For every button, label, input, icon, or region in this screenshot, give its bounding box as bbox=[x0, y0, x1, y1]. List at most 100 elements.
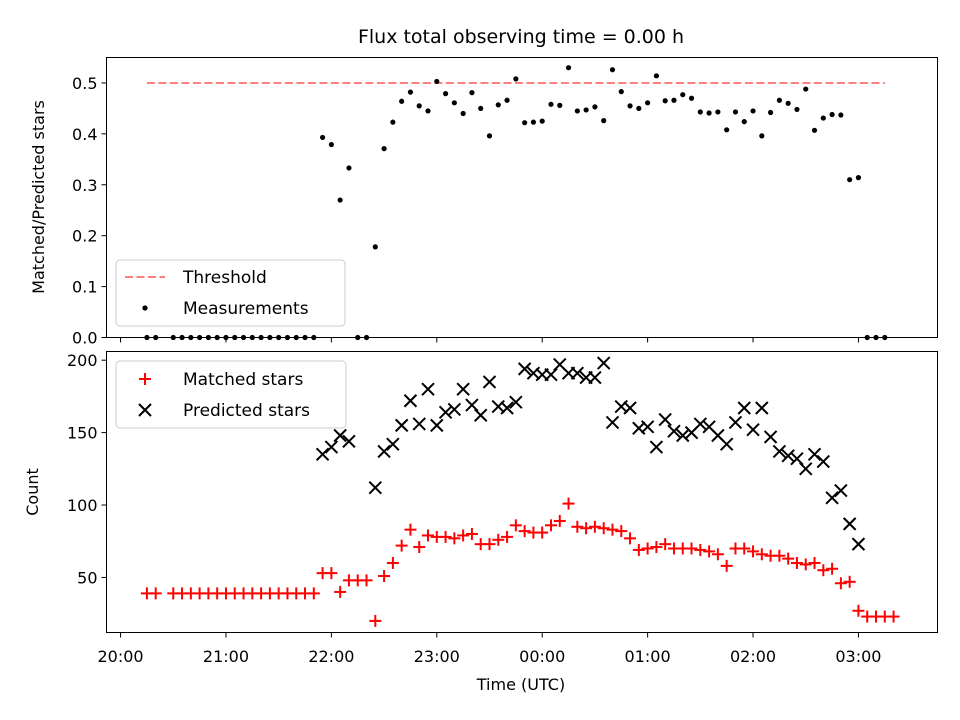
measurement-point bbox=[486, 133, 493, 139]
bottom-y-tick-label: 150 bbox=[67, 424, 98, 443]
measurement-point bbox=[548, 101, 554, 107]
top-axes: 0.0 0.1 0.2 0.3 0.4 0.5 Matched/Predicted sta… bbox=[29, 57, 938, 348]
predicted-star-point bbox=[746, 423, 760, 437]
predicted-star-point bbox=[430, 418, 444, 433]
matched-star-point bbox=[790, 556, 803, 569]
measurement-point bbox=[697, 109, 703, 115]
predicted-star-point bbox=[412, 417, 426, 431]
matched-star-point bbox=[659, 538, 672, 551]
matched-star-point bbox=[773, 549, 786, 562]
matched-star-point bbox=[852, 604, 865, 617]
bottom-x-axis-label: Time (UTC) bbox=[476, 675, 565, 694]
top-legend[interactable]: Threshold Measurements bbox=[115, 259, 346, 327]
matched-star-point bbox=[597, 522, 610, 535]
bottom-y-tick-label: 200 bbox=[67, 351, 98, 370]
bottom-x-tick-label: 20:00 bbox=[98, 647, 144, 666]
predicted-star-point bbox=[623, 401, 637, 415]
top-y-ticks: 0.0 0.1 0.2 0.3 0.4 0.5 bbox=[72, 74, 107, 348]
legend-matched-label: Matched stars bbox=[183, 370, 303, 390]
predicted-star-point bbox=[368, 480, 383, 495]
legend-measurements-label: Measurements bbox=[183, 299, 309, 319]
legend-matched-swatch bbox=[139, 373, 151, 385]
predicted-star-point bbox=[676, 428, 690, 443]
predicted-star-point bbox=[421, 382, 435, 396]
measurement-point bbox=[565, 65, 572, 71]
matched-star-point bbox=[782, 552, 795, 565]
bottom-legend[interactable]: Matched stars Predicted stars bbox=[115, 360, 347, 429]
matched-star-point bbox=[694, 543, 707, 556]
measurement-point bbox=[425, 108, 431, 114]
matched-star-point bbox=[641, 542, 654, 555]
measurement-point bbox=[645, 100, 651, 106]
matched-star-point bbox=[325, 567, 338, 580]
bottom-x-tick-label: 22:00 bbox=[308, 647, 354, 666]
matched-star-point bbox=[149, 587, 162, 600]
matched-star-point bbox=[834, 577, 847, 590]
predicted-star-point bbox=[772, 444, 787, 459]
measurement-point bbox=[478, 105, 484, 112]
predicted-star-point bbox=[315, 447, 330, 462]
bottom-x-tick-label: 01:00 bbox=[625, 647, 671, 666]
measurement-point bbox=[592, 104, 598, 110]
legend-threshold-label: Threshold bbox=[182, 268, 267, 288]
top-y-tick-label: 0.5 bbox=[72, 74, 97, 93]
matched-star-point bbox=[501, 530, 514, 543]
predicted-star-point bbox=[605, 415, 620, 430]
matched-star-point bbox=[606, 523, 619, 536]
predicted-star-point bbox=[834, 483, 848, 498]
measurement-point bbox=[583, 107, 589, 113]
predicted-star-point bbox=[658, 412, 672, 427]
matched-star-point bbox=[448, 532, 461, 545]
measurement-point bbox=[741, 119, 747, 125]
top-y-tick-label: 0.4 bbox=[72, 125, 97, 144]
matched-star-point bbox=[395, 539, 408, 552]
measurement-point bbox=[495, 102, 501, 108]
predicted-star-point bbox=[596, 356, 611, 370]
predicted-star-point bbox=[386, 437, 400, 451]
measurement-point bbox=[785, 100, 791, 106]
matched-star-point bbox=[509, 519, 522, 532]
matched-star-point bbox=[422, 529, 435, 542]
measurement-point bbox=[407, 89, 414, 95]
matched-star-point bbox=[571, 520, 584, 533]
matched-star-point bbox=[369, 614, 382, 627]
predicted-star-point bbox=[640, 420, 655, 434]
measurement-point bbox=[530, 119, 537, 125]
measurement-point bbox=[346, 165, 352, 171]
bottom-plot-area bbox=[140, 356, 900, 627]
matched-star-point bbox=[553, 514, 566, 527]
matched-star-point bbox=[544, 519, 557, 532]
matched-star-point bbox=[580, 522, 593, 535]
predicted-star-point bbox=[728, 415, 743, 430]
measurement-point bbox=[372, 244, 378, 250]
matched-star-point bbox=[624, 532, 637, 545]
matched-star-point bbox=[536, 526, 549, 539]
measurement-point bbox=[688, 95, 695, 101]
measurement-point bbox=[442, 91, 449, 97]
predicted-star-point bbox=[333, 428, 347, 443]
measurement-point bbox=[803, 86, 809, 92]
measurement-point bbox=[706, 110, 712, 116]
matched-star-point bbox=[817, 564, 830, 577]
bottom-x-tick-label: 03:00 bbox=[835, 647, 881, 666]
predicted-star-point bbox=[403, 394, 418, 408]
bottom-x-tick-label: 00:00 bbox=[519, 647, 565, 666]
predicted-star-point bbox=[447, 402, 462, 417]
predicted-star-point bbox=[851, 537, 866, 551]
top-x-ticks bbox=[120, 337, 859, 343]
measurement-point bbox=[662, 98, 668, 104]
measurement-point bbox=[794, 106, 800, 113]
matched-star-point bbox=[378, 570, 391, 583]
measurement-point bbox=[451, 100, 457, 106]
matched-star-point bbox=[386, 556, 399, 569]
predicted-star-point bbox=[693, 417, 708, 431]
predicted-star-point bbox=[474, 408, 488, 422]
top-chart-title: Flux total observing time = 0.00 h bbox=[358, 26, 684, 48]
predicted-star-point bbox=[842, 517, 857, 531]
predicted-star-point bbox=[570, 366, 585, 380]
measurement-point bbox=[601, 118, 607, 124]
matched-star-point bbox=[404, 523, 417, 536]
measurement-point bbox=[557, 102, 563, 108]
top-axes-frame bbox=[106, 57, 938, 338]
measurement-point bbox=[680, 92, 686, 98]
